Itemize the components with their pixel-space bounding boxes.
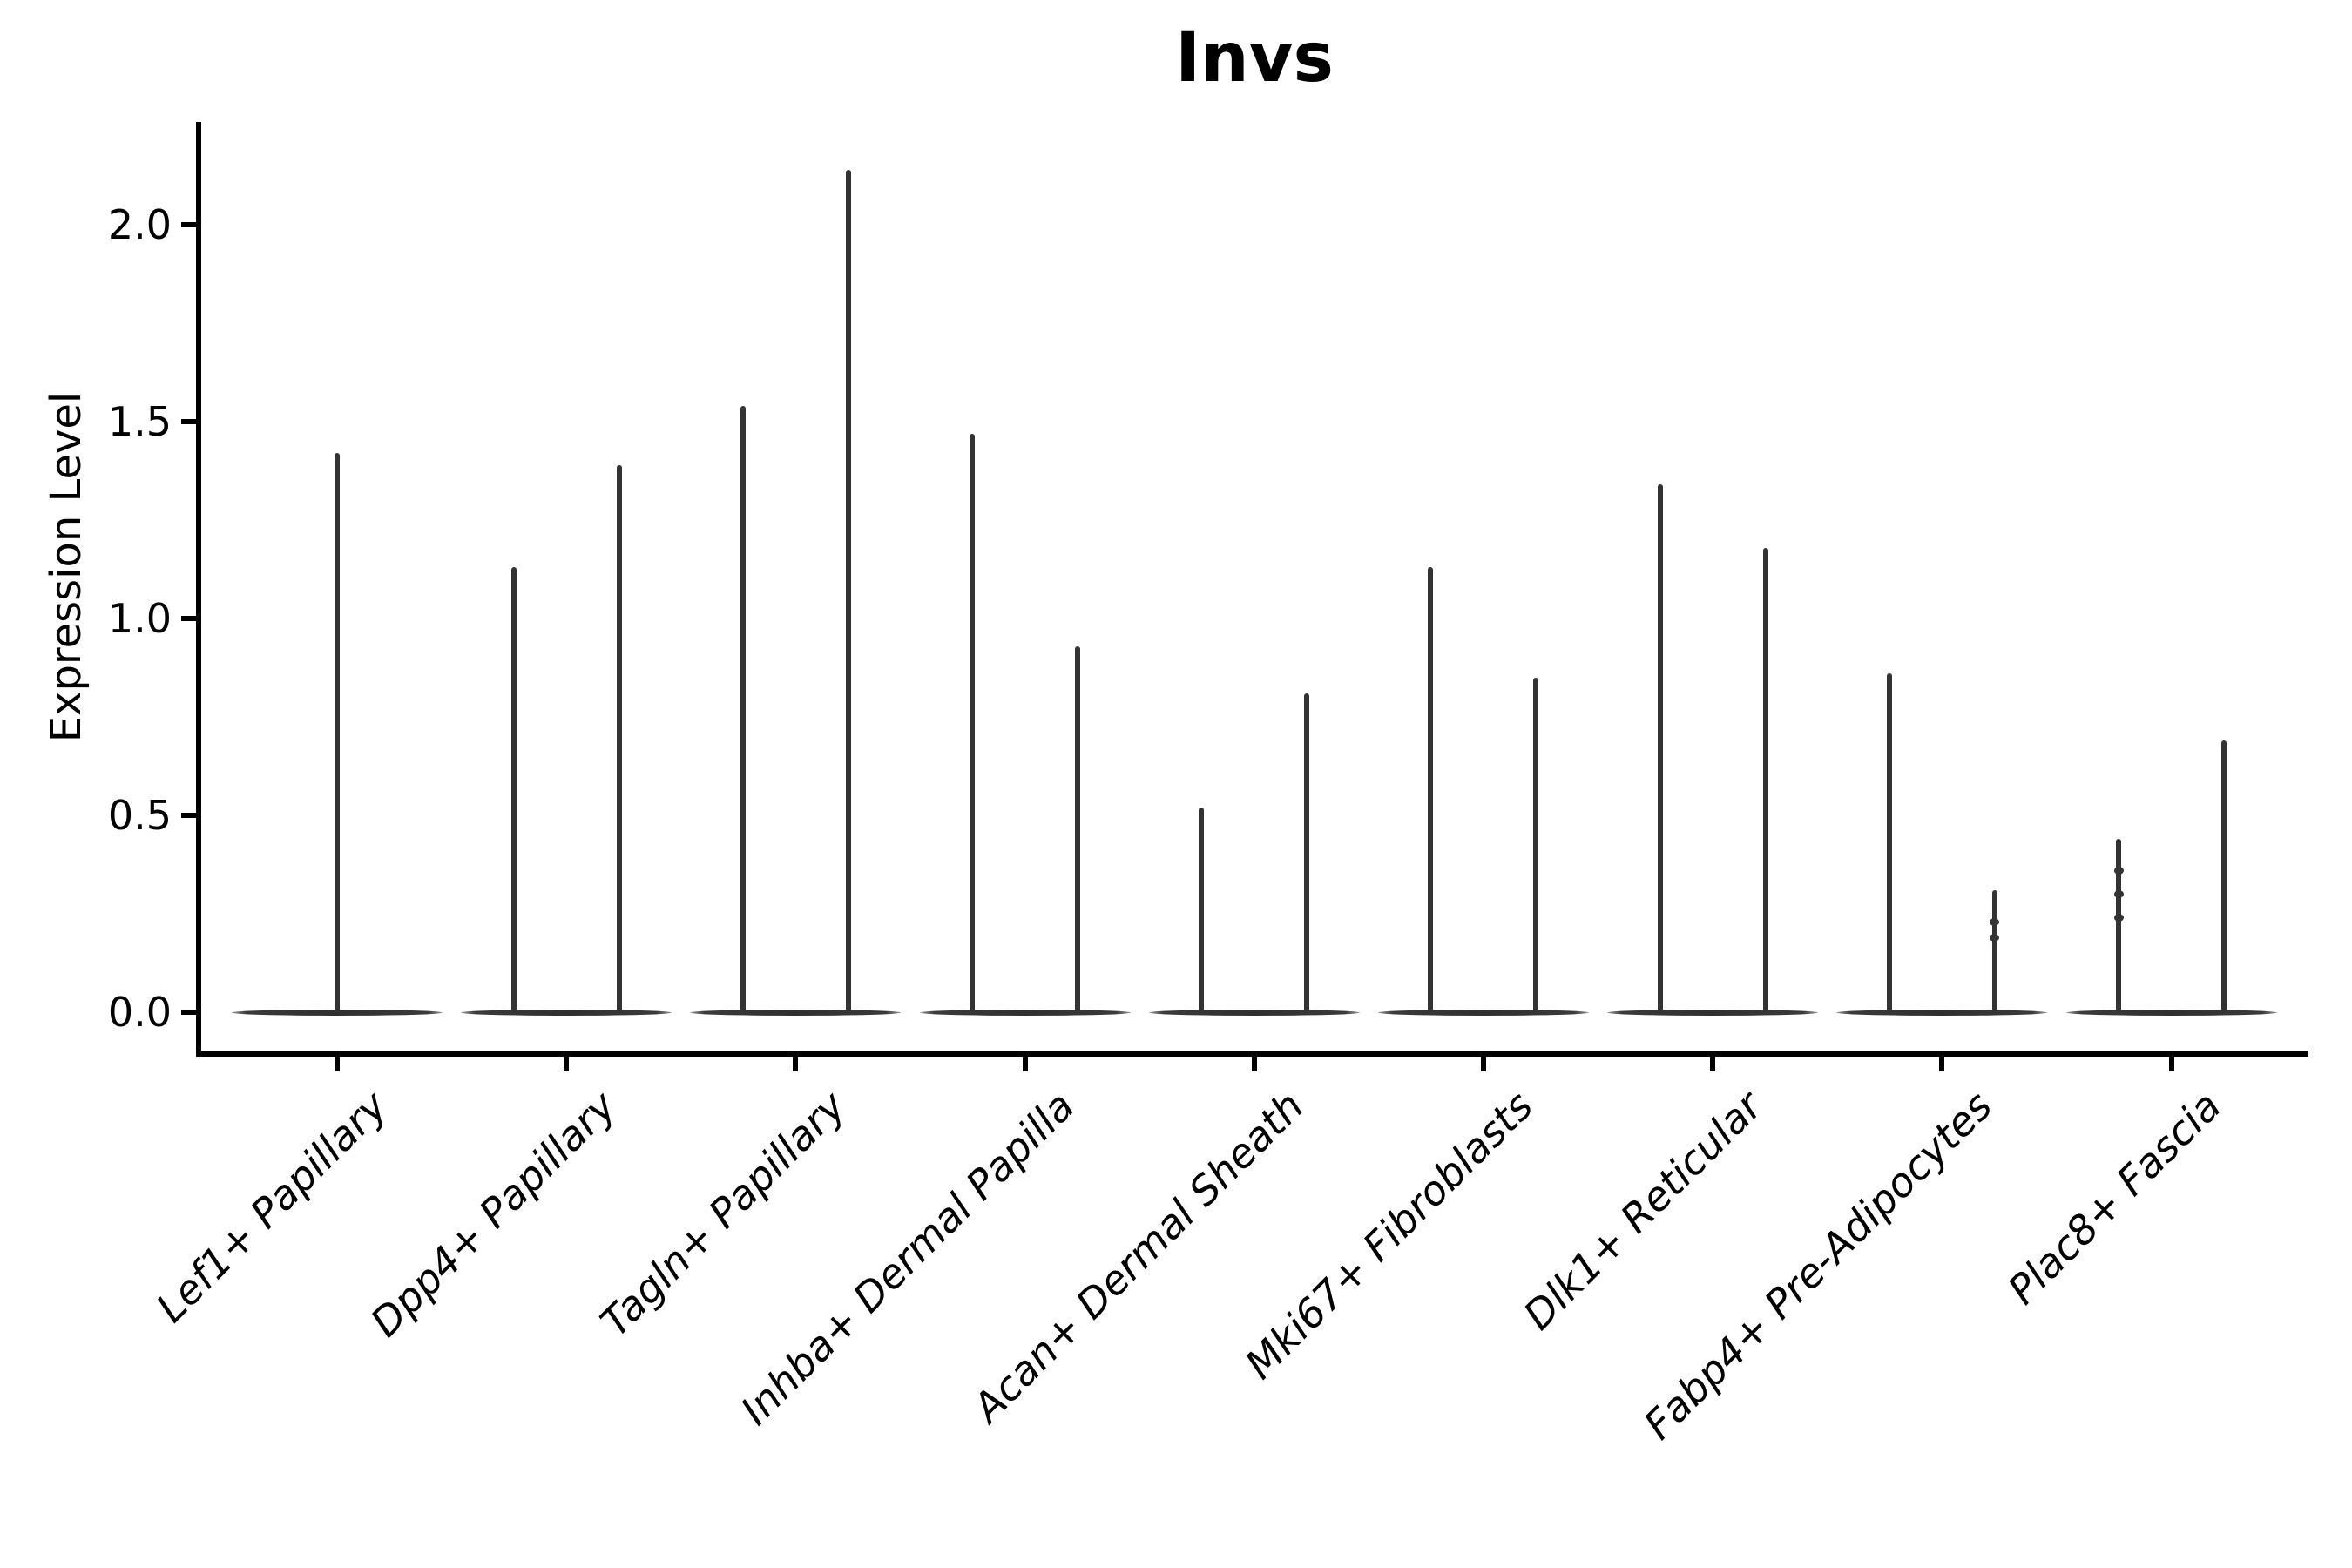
y-tick-label: 0.5 [107, 792, 172, 839]
x-tick [564, 1057, 570, 1071]
x-tick [793, 1057, 799, 1071]
x-axis-spine [196, 1051, 2308, 1057]
y-axis-spine [196, 122, 201, 1057]
y-tick-label: 1.5 [107, 398, 172, 445]
y-tick [181, 813, 196, 818]
y-tick [181, 419, 196, 424]
y-tick-label: 1.0 [107, 595, 172, 642]
violin-base [1607, 1009, 1819, 1016]
violin-spike [2221, 740, 2227, 1012]
violin-base [231, 1009, 443, 1016]
violin-spike [1075, 645, 1081, 1012]
violin-spike [510, 567, 517, 1012]
x-tick-label: Dlk1+ Reticular [1514, 1082, 1772, 1339]
violin-spike [845, 169, 851, 1012]
violin-bump [1990, 933, 2000, 942]
violin-spike [1991, 889, 1997, 1012]
x-tick [1251, 1057, 1257, 1071]
violin-spike [1304, 693, 1310, 1012]
violin-spike [1533, 677, 1539, 1012]
x-tick-label: Tagln+ Papillary [591, 1082, 855, 1346]
violin-spike [740, 405, 746, 1012]
violin-base [2065, 1009, 2277, 1016]
y-tick-label: 2.0 [107, 201, 172, 248]
violin-spike [1762, 547, 1768, 1012]
violin-base [1377, 1009, 1589, 1016]
violin-base [919, 1009, 1131, 1016]
violin-base [690, 1009, 902, 1016]
violin-bump [2113, 889, 2124, 898]
y-tick [181, 222, 196, 227]
x-tick [2168, 1057, 2174, 1071]
x-tick [1480, 1057, 1486, 1071]
violin-base [1836, 1009, 2048, 1016]
violin-bump [2113, 866, 2124, 875]
violin-spike [1428, 567, 1434, 1012]
x-tick [1710, 1057, 1716, 1071]
chart-title: Invs [1175, 19, 1334, 98]
x-tick-label: Dpp4+ Papillary [361, 1082, 625, 1346]
violin-spike [616, 464, 622, 1012]
violin-spike [1657, 484, 1663, 1012]
violin-spike [334, 453, 340, 1012]
y-tick [181, 1010, 196, 1015]
violin-spike [1199, 807, 1205, 1012]
x-tick-label: Plac8+ Fascia [1998, 1082, 2231, 1314]
violin-spike [970, 433, 976, 1012]
x-tick [1939, 1057, 1945, 1071]
violin-spike [2116, 839, 2122, 1012]
violin-bump [1990, 917, 2000, 926]
violin-bump [2113, 914, 2124, 923]
violin-base [461, 1009, 672, 1016]
x-tick [334, 1057, 340, 1071]
y-tick [181, 616, 196, 621]
x-tick [1022, 1057, 1028, 1071]
x-tick-label: Lef1+ Papillary [146, 1082, 396, 1332]
violin-base [1148, 1009, 1360, 1016]
y-tick-label: 0.0 [107, 989, 172, 1036]
violin-spike [1886, 673, 1892, 1012]
